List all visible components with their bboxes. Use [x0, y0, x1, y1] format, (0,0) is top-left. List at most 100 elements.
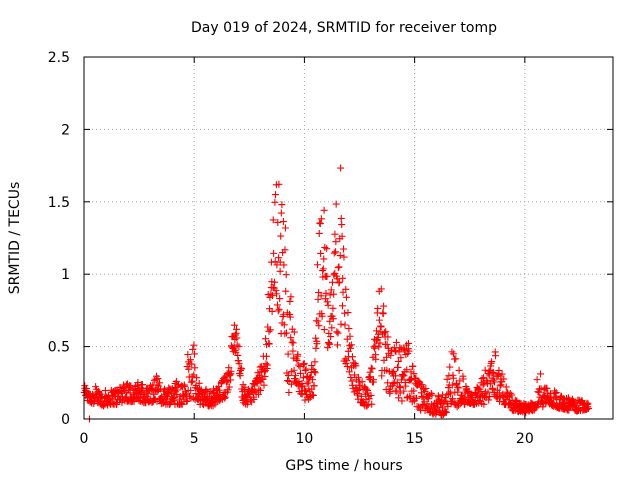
data-point: [454, 388, 462, 396]
x-tick-label: 0: [80, 431, 89, 447]
data-point: [118, 387, 126, 395]
data-point: [101, 387, 109, 395]
data-point: [438, 404, 446, 412]
data-point: [363, 402, 371, 410]
data-point: [403, 366, 411, 374]
data-point: [235, 360, 243, 368]
data-point: [126, 389, 134, 397]
data-point: [234, 357, 242, 365]
data-point: [294, 350, 302, 358]
data-point: [184, 350, 192, 358]
data-point: [489, 368, 497, 376]
data-point: [395, 382, 403, 390]
data-point: [343, 357, 351, 365]
data-point: [387, 351, 395, 359]
data-point: [392, 338, 400, 346]
data-point: [260, 381, 268, 389]
data-point: [277, 209, 285, 217]
data-point: [250, 395, 258, 403]
data-point: [341, 321, 349, 329]
data-point: [346, 344, 354, 352]
data-point: [278, 201, 286, 209]
data-point: [262, 352, 270, 360]
data-point: [443, 375, 451, 383]
data-point: [327, 286, 335, 294]
data-point: [450, 350, 458, 358]
data-point: [279, 218, 287, 226]
data-point: [397, 376, 405, 384]
data-point: [200, 401, 208, 409]
data-point: [223, 377, 231, 385]
data-point: [222, 373, 230, 381]
data-point: [331, 230, 339, 238]
data-point: [409, 362, 417, 370]
data-point: [255, 385, 263, 393]
data-point: [346, 332, 354, 340]
data-point: [271, 198, 279, 206]
data-point: [178, 400, 186, 408]
data-point: [269, 216, 277, 224]
data-point: [113, 400, 121, 408]
data-point: [337, 164, 345, 172]
data-point: [377, 285, 385, 293]
data-point: [319, 267, 327, 275]
data-point: [402, 382, 410, 390]
data-point: [190, 341, 198, 349]
data-point: [327, 333, 335, 341]
data-point: [191, 364, 199, 372]
data-point: [488, 358, 496, 366]
data-point: [266, 326, 274, 334]
data-point: [285, 389, 293, 397]
data-point: [312, 334, 320, 342]
data-point: [313, 340, 321, 348]
data-point: [237, 365, 245, 373]
data-point: [367, 364, 375, 372]
y-tick-label: 2.5: [48, 50, 70, 66]
data-point: [173, 386, 181, 394]
y-tick-label: 0.5: [48, 340, 70, 356]
data-point: [491, 378, 499, 386]
data-point: [270, 249, 278, 257]
data-point: [262, 360, 270, 368]
data-point: [543, 384, 551, 392]
data-point: [230, 321, 238, 329]
data-point: [394, 357, 402, 365]
data-point: [496, 382, 504, 390]
data-point: [343, 363, 351, 371]
data-point: [453, 403, 461, 411]
data-point: [342, 293, 350, 301]
data-point: [233, 341, 241, 349]
data-point: [138, 381, 146, 389]
data-point: [449, 374, 457, 382]
data-point: [382, 328, 390, 336]
data-point: [584, 404, 592, 412]
data-point: [348, 377, 356, 385]
data-point: [372, 355, 380, 363]
data-point: [338, 221, 346, 229]
data-point: [284, 372, 292, 380]
data-point: [483, 376, 491, 384]
data-point: [274, 218, 282, 226]
data-point: [299, 382, 307, 390]
data-point: [265, 327, 273, 335]
data-point: [272, 191, 280, 199]
data-point: [290, 366, 298, 374]
data-point: [195, 379, 203, 387]
data-point: [317, 249, 325, 257]
data-point: [272, 286, 280, 294]
data-point: [396, 344, 404, 352]
data-point: [225, 364, 233, 372]
data-point: [337, 214, 345, 222]
data-point: [215, 386, 223, 394]
data-point: [352, 362, 360, 370]
data-point: [310, 382, 318, 390]
data-point: [341, 309, 349, 317]
data-point: [377, 323, 385, 331]
data-point: [552, 389, 560, 397]
data-point: [338, 302, 346, 310]
data-point: [539, 403, 547, 411]
data-point: [532, 404, 540, 412]
data-point: [289, 339, 297, 347]
data-point: [330, 290, 338, 298]
data-point: [303, 380, 311, 388]
